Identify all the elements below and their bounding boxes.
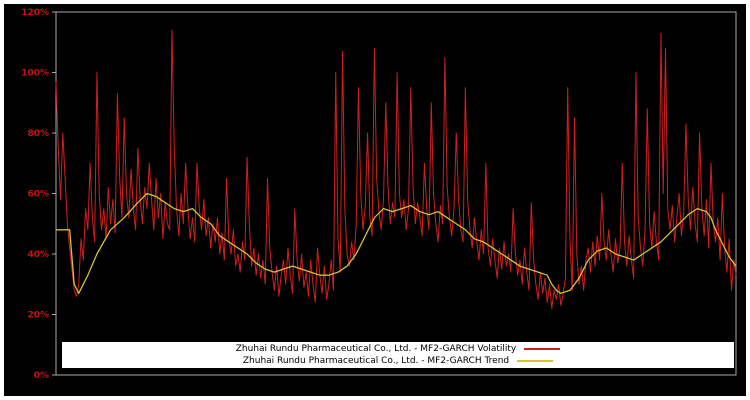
volatility-series-line xyxy=(55,29,737,309)
chart-area: 0% 20% 40% 60% 80% 100% 120% Zhuhai Rundu Phar… xyxy=(4,4,746,396)
legend-label-volatility: Zhuhai Rundu Pharmaceutical Co., Ltd. - … xyxy=(235,344,517,354)
legend-label-trend: Zhuhai Rundu Pharmaceutical Co., Ltd. - … xyxy=(242,356,510,366)
plot-frame xyxy=(55,11,737,376)
legend-row-trend: Zhuhai Rundu Pharmaceutical Co., Ltd. - … xyxy=(62,355,734,367)
y-axis-tick-label: 0% xyxy=(34,371,49,381)
legend-swatch-trend xyxy=(517,360,554,362)
legend-swatch-volatility xyxy=(524,348,561,350)
y-axis-tick-label: 40% xyxy=(27,250,49,260)
legend: Zhuhai Rundu Pharmaceutical Co., Ltd. - … xyxy=(62,342,734,368)
legend-row-volatility: Zhuhai Rundu Pharmaceutical Co., Ltd. - … xyxy=(62,343,734,355)
y-axis-tick-label: 120% xyxy=(21,8,49,18)
y-axis-tick-label: 60% xyxy=(27,190,49,200)
trend-series-line xyxy=(56,192,737,294)
plot-svg: 0% 20% 40% 60% 80% 100% 120% xyxy=(21,8,737,381)
y-axis-tick-label: 100% xyxy=(21,69,49,79)
y-axis-tick-label: 20% xyxy=(27,311,49,321)
y-axis-tick-label: 80% xyxy=(27,129,49,139)
